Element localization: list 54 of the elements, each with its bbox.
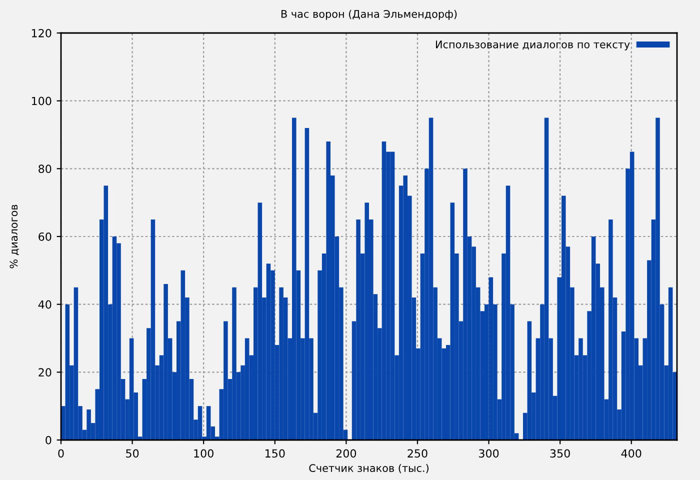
bar [390, 152, 395, 440]
bar [506, 186, 510, 440]
y-tick-label: 100 [32, 96, 52, 106]
x-tick-label: 350 [550, 449, 570, 458]
bar [356, 220, 360, 440]
bar [104, 186, 108, 440]
bar [86, 409, 91, 440]
x-tick-label: 0 [58, 449, 64, 458]
y-axis-title: % диалогов [10, 204, 19, 268]
x-tick-label: 150 [266, 449, 285, 458]
y-tick-label: 80 [38, 164, 52, 174]
bar [232, 287, 236, 440]
bar [180, 270, 186, 440]
bar [608, 220, 613, 440]
bar [65, 304, 70, 440]
bar [266, 264, 271, 440]
bar [544, 118, 549, 440]
bar [578, 338, 583, 440]
bar [488, 277, 494, 440]
y-tick-label: 40 [38, 300, 52, 309]
x-tick-label: 400 [621, 449, 642, 458]
x-tick-label: 50 [126, 449, 139, 458]
y-tick-label: 120 [32, 28, 52, 38]
bar [279, 287, 284, 440]
y-tick-label: 60 [38, 232, 52, 241]
x-tick-label: 100 [194, 449, 214, 458]
y-tick-label: 20 [38, 368, 52, 377]
legend-label: Использование диалогов по тексту [436, 40, 630, 50]
bar [129, 338, 134, 440]
bar [258, 202, 262, 440]
bar [164, 284, 168, 440]
bar [198, 406, 202, 440]
bar [450, 202, 455, 440]
bar [304, 128, 310, 440]
bar [591, 236, 596, 440]
bar [206, 406, 211, 440]
bar [244, 338, 250, 440]
x-tick-label: 200 [336, 449, 356, 458]
bar [630, 152, 634, 440]
bar [668, 287, 673, 440]
bar [656, 118, 660, 440]
bar [382, 142, 386, 440]
bar [463, 168, 468, 440]
bar [112, 236, 117, 440]
bar [150, 220, 156, 440]
bar [224, 321, 228, 440]
x-axis-title: Счетчик знаков (тыс.) [309, 464, 428, 474]
x-tick-label: 250 [408, 449, 428, 458]
bar [527, 321, 532, 440]
chart-title: В час ворон (Дана Эльмендорф) [281, 10, 457, 20]
bar [74, 287, 78, 440]
x-tick-label: 300 [479, 449, 499, 458]
y-tick-label: 0 [46, 436, 52, 444]
bar [428, 118, 434, 440]
